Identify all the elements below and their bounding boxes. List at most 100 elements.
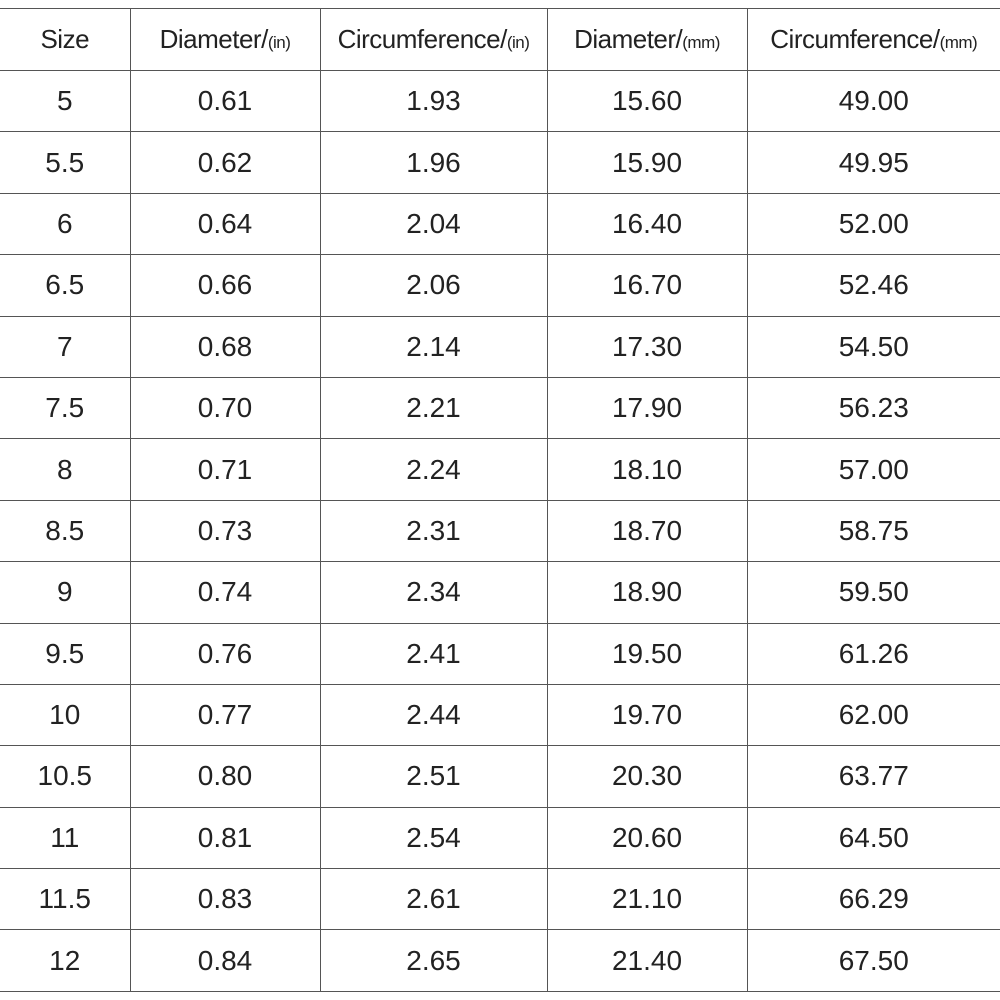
header-label: Circumference/	[337, 24, 508, 54]
table-cell: 2.61	[319, 868, 548, 931]
column-header: Diameter/(mm)	[546, 8, 748, 71]
table-cell: 20.30	[546, 745, 748, 808]
table-cell: 5.5	[0, 131, 131, 194]
table-cell: 10	[0, 683, 131, 747]
table-cell: 0.74	[129, 561, 321, 624]
table-cell: 2.31	[319, 499, 548, 563]
table-cell: 2.24	[319, 438, 548, 501]
table-cell: 52.00	[746, 192, 1000, 256]
table-row: 9.5 0.76 2.41 19.50 61.26	[0, 622, 1000, 685]
table-row: 8.5 0.73 2.31 18.70 58.75	[0, 499, 1000, 563]
table-cell: 64.50	[746, 806, 1000, 870]
column-header: Size	[0, 8, 131, 71]
table-row: 7 0.68 2.14 17.30 54.50	[0, 315, 1000, 378]
column-header: Diameter/(in)	[129, 8, 321, 71]
table-cell: 1.96	[319, 131, 548, 194]
table-cell: 52.46	[746, 254, 1000, 317]
header-unit: (mm)	[682, 33, 720, 52]
table-row: 5 0.61 1.93 15.60 49.00	[0, 69, 1000, 133]
table-cell: 7.5	[0, 376, 131, 440]
table-cell: 0.71	[129, 438, 321, 501]
table-row: 10.5 0.80 2.51 20.30 63.77	[0, 745, 1000, 808]
table-row: 10 0.77 2.44 19.70 62.00	[0, 683, 1000, 747]
table-cell: 0.70	[129, 376, 321, 440]
table-cell: 2.21	[319, 376, 548, 440]
table-cell: 6	[0, 192, 131, 256]
table-cell: 16.70	[546, 254, 748, 317]
table-cell: 0.62	[129, 131, 321, 194]
column-header: Circumference/(in)	[319, 8, 548, 71]
table-cell: 61.26	[746, 622, 1000, 685]
table-cell: 19.70	[546, 683, 748, 747]
table-cell: 17.30	[546, 315, 748, 378]
table-cell: 9.5	[0, 622, 131, 685]
table-cell: 2.06	[319, 254, 548, 317]
table-cell: 56.23	[746, 376, 1000, 440]
table-cell: 2.44	[319, 683, 548, 747]
table-cell: 12	[0, 929, 131, 992]
table-cell: 0.84	[129, 929, 321, 992]
table-cell: 49.00	[746, 69, 1000, 133]
table-cell: 0.77	[129, 683, 321, 747]
header-unit: (mm)	[939, 33, 978, 52]
column-header: Circumference/(mm)	[746, 8, 1000, 71]
table-cell: 11.5	[0, 868, 131, 931]
table-cell: 59.50	[746, 561, 1000, 624]
table-cell: 18.70	[546, 499, 748, 563]
header-label: Diameter/	[574, 24, 683, 54]
table-row: 6 0.64 2.04 16.40 52.00	[0, 192, 1000, 256]
table-cell: 63.77	[746, 745, 1000, 808]
table-cell: 62.00	[746, 683, 1000, 747]
table-row: 9 0.74 2.34 18.90 59.50	[0, 561, 1000, 624]
table-cell: 0.80	[129, 745, 321, 808]
table-cell: 0.81	[129, 806, 321, 870]
table-cell: 49.95	[746, 131, 1000, 194]
table-cell: 2.34	[319, 561, 548, 624]
header-unit: (in)	[506, 33, 530, 52]
table-cell: 17.90	[546, 376, 748, 440]
table-row: 12 0.84 2.65 21.40 67.50	[0, 929, 1000, 992]
table-cell: 54.50	[746, 315, 1000, 378]
header-label: Diameter/	[159, 24, 269, 54]
table-cell: 18.90	[546, 561, 748, 624]
table-cell: 2.51	[319, 745, 548, 808]
table-row: 8 0.71 2.24 18.10 57.00	[0, 438, 1000, 501]
table-cell: 7	[0, 315, 131, 378]
header-label: Circumference/	[770, 24, 940, 54]
table-cell: 11	[0, 806, 131, 870]
table-cell: 2.54	[319, 806, 548, 870]
table-cell: 21.40	[546, 929, 748, 992]
table-cell: 2.14	[319, 315, 548, 378]
header-unit: (in)	[267, 33, 291, 52]
table-cell: 18.10	[546, 438, 748, 501]
table-cell: 15.60	[546, 69, 748, 133]
table-cell: 6.5	[0, 254, 131, 317]
table-row: 5.5 0.62 1.96 15.90 49.95	[0, 131, 1000, 194]
table-cell: 15.90	[546, 131, 748, 194]
header-label: Size	[40, 24, 90, 54]
table-cell: 67.50	[746, 929, 1000, 992]
table-cell: 66.29	[746, 868, 1000, 931]
table-cell: 0.66	[129, 254, 321, 317]
table-cell: 2.41	[319, 622, 548, 685]
table-cell: 58.75	[746, 499, 1000, 563]
table-cell: 2.04	[319, 192, 548, 256]
table-cell: 16.40	[546, 192, 748, 256]
ring-size-table: Size Diameter/(in) Circumference/(in) Diame…	[0, 8, 1000, 992]
table-cell: 57.00	[746, 438, 1000, 501]
table-row: 11.5 0.83 2.61 21.10 66.29	[0, 868, 1000, 931]
table-row: 11 0.81 2.54 20.60 64.50	[0, 806, 1000, 870]
table-cell: 0.83	[129, 868, 321, 931]
header-row: Size Diameter/(in) Circumference/(in) Diame…	[0, 8, 1000, 71]
table-row: 6.5 0.66 2.06 16.70 52.46	[0, 254, 1000, 317]
table-cell: 0.61	[129, 69, 321, 133]
table-cell: 8.5	[0, 499, 131, 563]
table-cell: 5	[0, 69, 131, 133]
table-cell: 9	[0, 561, 131, 624]
table-cell: 21.10	[546, 868, 748, 931]
table-cell: 0.68	[129, 315, 321, 378]
table-row: 7.5 0.70 2.21 17.90 56.23	[0, 376, 1000, 440]
table-cell: 2.65	[319, 929, 548, 992]
table-cell: 10.5	[0, 745, 131, 808]
table-cell: 0.76	[129, 622, 321, 685]
